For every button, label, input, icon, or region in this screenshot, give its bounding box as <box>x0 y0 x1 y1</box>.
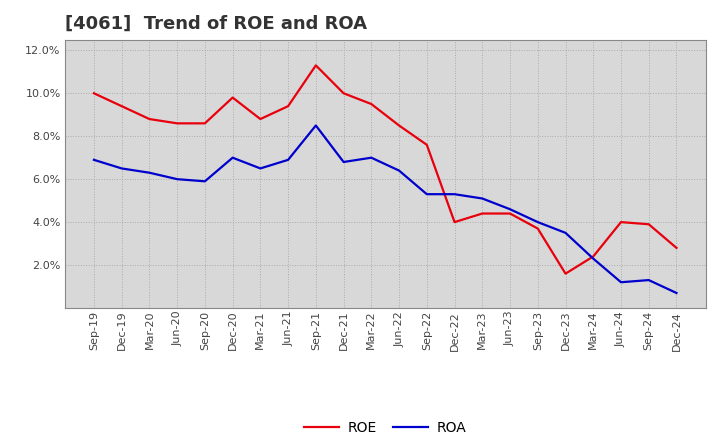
ROA <box>339 159 348 165</box>
ROE <box>423 142 431 147</box>
ROE <box>672 245 681 250</box>
Line: ROE: ROE <box>94 66 677 274</box>
ROA <box>534 220 542 225</box>
ROA <box>450 191 459 197</box>
ROE <box>616 220 625 225</box>
ROE <box>117 103 126 109</box>
ROA <box>423 191 431 197</box>
Line: ROA: ROA <box>94 125 677 293</box>
ROE <box>201 121 210 126</box>
ROE <box>173 121 181 126</box>
ROE <box>367 101 376 106</box>
ROE <box>312 63 320 68</box>
ROE <box>561 271 570 276</box>
Text: [4061]  Trend of ROE and ROA: [4061] Trend of ROE and ROA <box>65 15 366 33</box>
ROE <box>284 103 292 109</box>
ROE <box>256 117 265 122</box>
ROE <box>339 91 348 96</box>
ROA <box>644 278 653 283</box>
ROA <box>395 168 403 173</box>
ROE <box>534 226 542 231</box>
ROA <box>117 166 126 171</box>
ROE <box>145 117 154 122</box>
ROE <box>89 91 98 96</box>
ROA <box>672 290 681 296</box>
ROE <box>478 211 487 216</box>
ROE <box>505 211 514 216</box>
Legend: ROE, ROA: ROE, ROA <box>299 415 472 440</box>
ROA <box>201 179 210 184</box>
ROE <box>589 254 598 259</box>
ROA <box>589 256 598 261</box>
ROE <box>395 123 403 128</box>
ROA <box>256 166 265 171</box>
ROA <box>561 230 570 235</box>
ROA <box>367 155 376 160</box>
ROA <box>89 157 98 162</box>
ROA <box>312 123 320 128</box>
ROE <box>228 95 237 100</box>
ROA <box>505 207 514 212</box>
ROA <box>284 157 292 162</box>
ROA <box>228 155 237 160</box>
ROE <box>450 220 459 225</box>
ROA <box>478 196 487 201</box>
ROE <box>644 222 653 227</box>
ROA <box>173 176 181 182</box>
ROA <box>145 170 154 176</box>
ROA <box>616 279 625 285</box>
